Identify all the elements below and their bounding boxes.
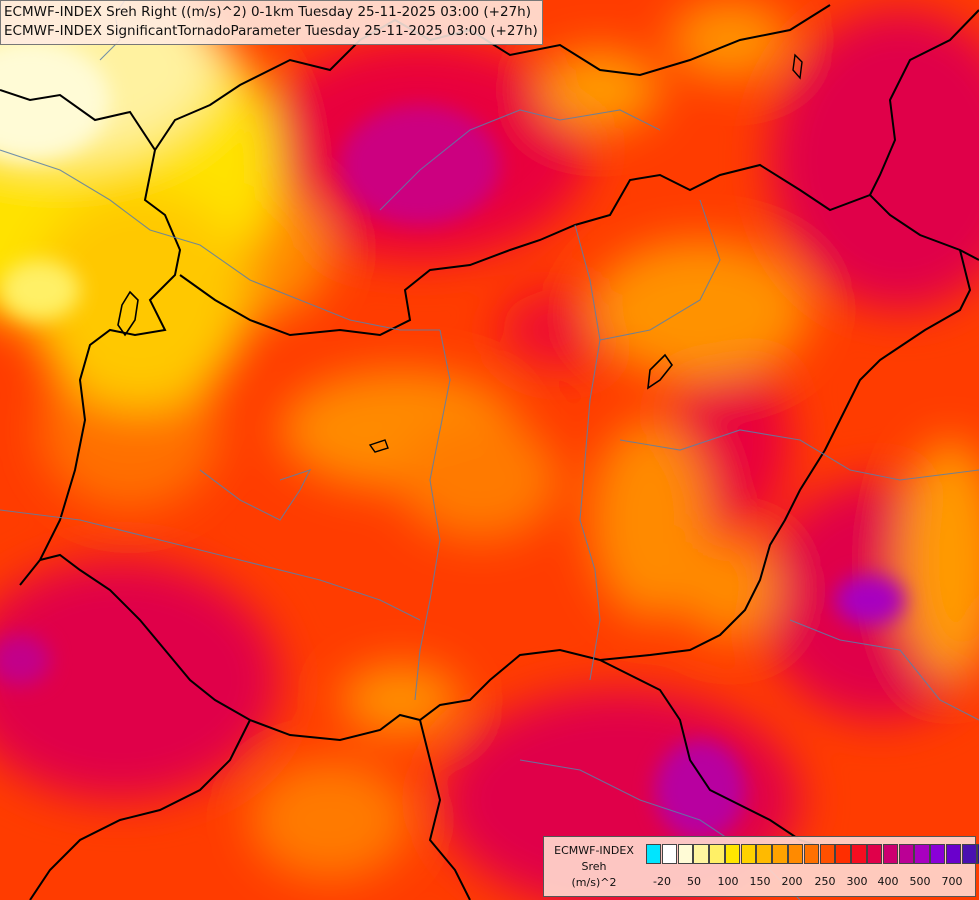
legend-swatch <box>961 844 978 864</box>
border-line <box>39 249 972 742</box>
title-line-2: ECMWF-INDEX SignificantTornadoParameter … <box>4 23 538 39</box>
legend-swatch <box>772 844 788 864</box>
legend-swatch <box>724 844 741 864</box>
legend-swatch <box>740 844 757 864</box>
heatmap-region <box>900 440 979 680</box>
river-line <box>789 619 979 721</box>
river-line <box>0 509 421 621</box>
legend-tick-label: 250 <box>814 875 836 888</box>
heatmap-region <box>340 665 460 735</box>
border-line <box>792 53 803 80</box>
border-line <box>0 89 182 586</box>
legend-swatch <box>977 844 979 864</box>
legend-swatch <box>914 844 930 864</box>
heatmap-region <box>540 50 660 130</box>
legend-swatch <box>756 844 772 864</box>
border-line <box>368 439 389 453</box>
river-line <box>599 199 721 341</box>
legend-swatch <box>866 844 883 864</box>
river-line <box>379 109 661 211</box>
heatmap-region <box>835 575 905 625</box>
legend-swatch <box>882 844 899 864</box>
legend-swatch <box>945 844 962 864</box>
legend-swatch <box>898 844 914 864</box>
legend-tick-label: 50 <box>687 875 701 888</box>
river-line <box>574 224 601 681</box>
map-title-box: ECMWF-INDEX Sreh Right ((m/s)^2) 0-1km T… <box>0 0 543 45</box>
border-line <box>599 659 831 851</box>
color-legend: ECMWF-INDEX Sreh (m/s)^2 -20 50 100 150 200 2… <box>543 836 979 897</box>
border-line <box>117 290 139 337</box>
legend-tick-label: 300 <box>846 875 868 888</box>
heatmap-region <box>680 540 780 640</box>
title-line-1: ECMWF-INDEX Sreh Right ((m/s)^2) 0-1km T… <box>4 4 531 20</box>
legend-swatch <box>693 844 709 864</box>
legend-tick-label: 200 <box>781 875 803 888</box>
legend-swatch <box>661 844 678 864</box>
legend-title: ECMWF-INDEX Sreh (m/s)^2 <box>546 843 642 891</box>
legend-swatch <box>646 844 662 864</box>
legend-tick-label: 400 <box>877 875 899 888</box>
heatmap-region <box>0 40 905 840</box>
heatmap-region <box>655 740 745 840</box>
legend-swatch <box>930 844 946 864</box>
heatmap-region <box>590 420 710 620</box>
legend-title-model: ECMWF-INDEX <box>554 844 634 857</box>
river-line <box>199 469 312 521</box>
legend-tick-label: -20 <box>653 875 671 888</box>
heatmap-region <box>670 0 790 80</box>
heatmap-region <box>590 240 810 380</box>
legend-swatch <box>835 844 851 864</box>
legend-tick-label: 100 <box>717 875 739 888</box>
border-line <box>179 163 979 337</box>
heatmap-region <box>0 560 280 800</box>
border-line <box>869 9 979 196</box>
river-line <box>619 429 979 481</box>
border-line <box>647 353 673 390</box>
legend-swatch <box>803 844 820 864</box>
heatmap-region <box>0 260 80 320</box>
heatmap-region <box>30 190 250 410</box>
heatmap-region <box>770 10 979 310</box>
river-line <box>414 329 451 701</box>
legend-swatch <box>819 844 835 864</box>
legend-tick-label: 150 <box>749 875 771 888</box>
legend-swatch <box>677 844 693 864</box>
river-line <box>0 149 440 331</box>
legend-ticks: -20 50 100 150 200 250 300 400 500 700 <box>644 875 974 891</box>
legend-swatches <box>646 844 979 866</box>
border-line <box>29 719 251 900</box>
heatmap-region <box>0 635 50 685</box>
heatmap-region <box>0 40 110 160</box>
legend-tick-label: 700 <box>941 875 963 888</box>
legend-title-units: (m/s)^2 <box>571 876 617 889</box>
legend-tick-label: 500 <box>909 875 931 888</box>
heatmap-region <box>340 105 500 225</box>
legend-title-variable: Sreh <box>581 860 607 873</box>
heatmap-region <box>400 420 560 540</box>
legend-swatch <box>788 844 804 864</box>
legend-swatch <box>851 844 867 864</box>
heatmap-region <box>250 760 410 880</box>
border-line <box>419 719 471 900</box>
legend-swatch <box>709 844 725 864</box>
